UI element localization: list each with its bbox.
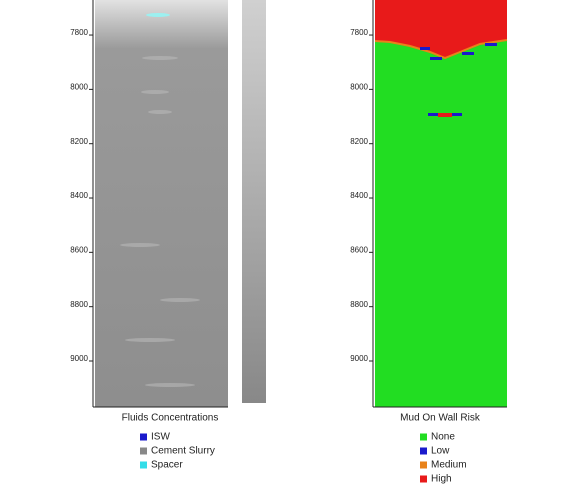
legend-swatch (140, 448, 147, 455)
y-tick-label: 8600 (350, 245, 368, 254)
y-tick-label: 9000 (70, 354, 88, 363)
legend-swatch (420, 434, 427, 441)
legend-label: Spacer (151, 460, 183, 471)
high-risk-spot (438, 113, 452, 117)
y-tick-label: 8400 (350, 191, 368, 200)
legend-swatch (140, 434, 147, 441)
y-tick-label: 8800 (350, 300, 368, 309)
legend-label: None (431, 432, 455, 443)
panel-title: Fluids Concentrations (122, 413, 219, 424)
scale-bar (242, 0, 266, 403)
y-tick-label: 7800 (70, 28, 88, 37)
y-tick-label: 7800 (350, 28, 368, 37)
y-tick-label: 8200 (70, 137, 88, 146)
y-tick-label: 8000 (70, 82, 88, 91)
legend-swatch (140, 462, 147, 469)
screen: 7800 8000 8200 8400 8600 8800 9000 Fluids Conce… (0, 0, 564, 485)
y-tick-label: 8800 (70, 300, 88, 309)
y-tick-label: 8400 (70, 191, 88, 200)
legend-label: Cement Slurry (151, 446, 215, 457)
legend-label: High (431, 474, 452, 485)
y-tick-label: 9000 (350, 354, 368, 363)
concentration-image (95, 0, 228, 407)
panel-title: Mud On Wall Risk (400, 413, 481, 424)
y-tick-label: 8000 (350, 82, 368, 91)
y-tick-label: 8200 (350, 137, 368, 146)
legend-swatch (420, 448, 427, 455)
legend-label: Medium (431, 460, 467, 471)
risk-image (375, 0, 507, 407)
spacer-trace (146, 13, 170, 17)
y-tick-label: 8600 (70, 245, 88, 254)
legend-label: Low (431, 446, 450, 457)
legend-swatch (420, 476, 427, 483)
legend-label: ISW (151, 432, 170, 443)
legend-swatch (420, 462, 427, 469)
